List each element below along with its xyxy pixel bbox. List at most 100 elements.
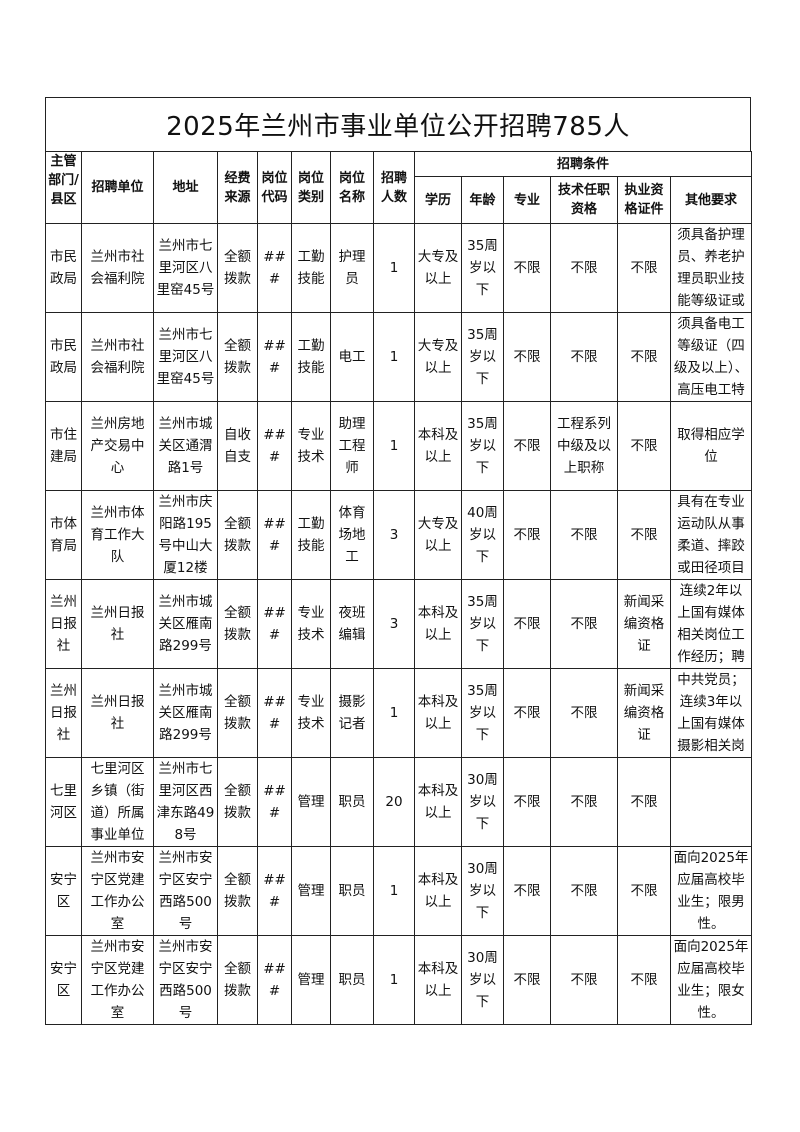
count-value: 1 bbox=[389, 260, 399, 276]
table-row: 安宁区 兰州市安宁区党建工作办公室 兰州市安宁区安宁西路500号 全额拨款 ### 管理职… bbox=[45, 935, 753, 1025]
cell-title-qual: 不限 bbox=[550, 935, 618, 1025]
cell-code: ### bbox=[257, 935, 292, 1025]
address-value: 兰州市城关区雁南路299号 bbox=[158, 594, 213, 654]
license-value: 不限 bbox=[630, 349, 658, 365]
cell-other: 面向2025年应届高校毕业生；限女性。 bbox=[669, 935, 753, 1025]
address-value: 兰州市城关区通渭路1号 bbox=[158, 416, 213, 476]
count-value: 3 bbox=[389, 527, 399, 543]
title-qual-value: 不限 bbox=[570, 260, 598, 276]
license-value: 不限 bbox=[630, 794, 658, 810]
table-row: 兰州日报社 兰州日报社 兰州市城关区雁南路299号 全额拨款 ### 专业技术 摄影记者 1 本… bbox=[45, 668, 753, 758]
education-value: 本科及以上 bbox=[417, 961, 459, 999]
major-value: 不限 bbox=[513, 260, 541, 276]
address-value: 兰州市七里河区八里窑45号 bbox=[156, 327, 215, 387]
cell-count: 1 bbox=[373, 846, 415, 936]
major-value: 不限 bbox=[513, 438, 541, 454]
table-row: 市民政局 兰州市社会福利院 兰州市七里河区八里窑45号 全额拨款 ### 工勤技能 护理员 1… bbox=[45, 223, 753, 313]
age-value: 35周岁以下 bbox=[467, 238, 498, 298]
cell-license: 新闻采编资格证 bbox=[617, 579, 671, 669]
cell-unit: 兰州市安宁区党建工作办公室 bbox=[81, 846, 154, 936]
category-value: 专业技术 bbox=[297, 694, 325, 732]
major-value: 不限 bbox=[513, 883, 541, 899]
cell-age: 35周岁以下 bbox=[461, 223, 504, 313]
address-value: 兰州市七里河区八里窑45号 bbox=[156, 238, 215, 298]
funding-value: 全额拨款 bbox=[224, 249, 251, 287]
position-value: 体育场地工 bbox=[338, 505, 366, 565]
category-value: 专业技术 bbox=[297, 605, 325, 643]
cell-funding: 全额拨款 bbox=[217, 312, 258, 402]
education-value: 本科及以上 bbox=[417, 872, 459, 910]
cell-funding: 全额拨款 bbox=[217, 935, 258, 1025]
age-value: 40周岁以下 bbox=[467, 505, 498, 565]
cell-major: 不限 bbox=[503, 490, 551, 580]
major-value: 不限 bbox=[513, 972, 541, 988]
cell-code: ### bbox=[257, 668, 292, 758]
cell-age: 30周岁以下 bbox=[461, 846, 504, 936]
table-row: 兰州日报社 兰州日报社 兰州市城关区雁南路299号 全额拨款 ### 专业技术 夜班编辑 3 本… bbox=[45, 579, 753, 669]
funding-value: 全额拨款 bbox=[224, 783, 251, 821]
cell-other: 须具备护理员、养老护理员职业技能等级证或护理员、养 bbox=[669, 223, 753, 313]
cell-code: ### bbox=[257, 312, 292, 402]
cell-position: 夜班编辑 bbox=[330, 579, 374, 669]
position-value: 职员 bbox=[338, 794, 366, 810]
other-value: 面向2025年应届高校毕业生；限男性。 bbox=[673, 850, 749, 932]
dept-value: 兰州日报社 bbox=[50, 594, 77, 654]
education-value: 大专及以上 bbox=[417, 249, 459, 287]
count-value: 1 bbox=[389, 705, 399, 721]
dept-value: 安宁区 bbox=[50, 872, 77, 910]
other-value: 取得相应学位 bbox=[677, 427, 745, 465]
title-qual-value: 不限 bbox=[570, 794, 598, 810]
position-value: 夜班编辑 bbox=[338, 605, 366, 643]
title-qual-value: 不限 bbox=[570, 883, 598, 899]
header-row-1: 主管部门/县区 招聘单位 地址 经费来源 岗位代码 岗位类别 岗位名称 招聘人数… bbox=[45, 151, 753, 224]
cell-age: 35周岁以下 bbox=[461, 312, 504, 402]
cell-unit: 兰州市安宁区党建工作办公室 bbox=[81, 935, 154, 1025]
header-education: 学历 bbox=[414, 176, 462, 224]
category-value: 专业技术 bbox=[297, 427, 325, 465]
cell-address: 兰州市安宁区安宁西路500号 bbox=[153, 935, 218, 1025]
unit-value: 兰州日报社 bbox=[90, 694, 145, 732]
license-value: 不限 bbox=[630, 438, 658, 454]
cell-dept: 市民政局 bbox=[45, 223, 82, 313]
cell-address: 兰州市城关区雁南路299号 bbox=[153, 668, 218, 758]
cell-education: 本科及以上 bbox=[414, 579, 462, 669]
cell-license: 不限 bbox=[617, 846, 671, 936]
license-value: 不限 bbox=[630, 972, 658, 988]
header-title-qual: 技术任职资格 bbox=[550, 176, 618, 224]
cell-category: 专业技术 bbox=[291, 401, 331, 491]
cell-category: 管理 bbox=[291, 846, 331, 936]
header-funding: 经费来源 bbox=[217, 151, 258, 224]
cell-age: 40周岁以下 bbox=[461, 490, 504, 580]
dept-value: 七里河区 bbox=[50, 783, 77, 821]
cell-position: 体育场地工 bbox=[330, 490, 374, 580]
header-unit: 招聘单位 bbox=[81, 151, 154, 224]
cell-dept: 兰州日报社 bbox=[45, 668, 82, 758]
table-row: 市体育局 兰州市体育工作大队 兰州市庆阳路195号中山大厦12楼 全额拨款 ### 工勤技… bbox=[45, 490, 753, 580]
funding-value: 全额拨款 bbox=[224, 338, 251, 376]
cell-address: 兰州市庆阳路195号中山大厦12楼 bbox=[153, 490, 218, 580]
major-value: 不限 bbox=[513, 794, 541, 810]
unit-value: 兰州市安宁区党建工作办公室 bbox=[90, 850, 145, 932]
table-row: 七里河区 七里河区乡镇（街道）所属事业单位 兰州市七里河区西津东路498号 全额拨款 #… bbox=[45, 757, 753, 847]
cell-age: 35周岁以下 bbox=[461, 579, 504, 669]
cell-title-qual: 不限 bbox=[550, 490, 618, 580]
cell-unit: 兰州市社会福利院 bbox=[81, 312, 154, 402]
cell-license: 新闻采编资格证 bbox=[617, 668, 671, 758]
cell-education: 大专及以上 bbox=[414, 490, 462, 580]
license-value: 不限 bbox=[630, 883, 658, 899]
cell-code: ### bbox=[257, 846, 292, 936]
cell-funding: 全额拨款 bbox=[217, 668, 258, 758]
cell-other: 具有在专业运动队从事柔道、摔跤或田径项目训练经历的 bbox=[669, 490, 753, 580]
cell-category: 专业技术 bbox=[291, 668, 331, 758]
table-row: 安宁区 兰州市安宁区党建工作办公室 兰州市安宁区安宁西路500号 全额拨款 ### 管理职… bbox=[45, 846, 753, 936]
cell-major: 不限 bbox=[503, 846, 551, 936]
cell-position: 摄影记者 bbox=[330, 668, 374, 758]
title-qual-value: 不限 bbox=[570, 616, 598, 632]
cell-age: 30周岁以下 bbox=[461, 757, 504, 847]
header-row-2: 学历 年龄 专业 技术任职资格 执业资格证件 其他要求 bbox=[46, 176, 753, 224]
license-value: 新闻采编资格证 bbox=[623, 594, 665, 654]
cell-education: 本科及以上 bbox=[414, 668, 462, 758]
header-category: 岗位类别 bbox=[291, 151, 331, 224]
age-value: 35周岁以下 bbox=[467, 594, 498, 654]
cell-license: 不限 bbox=[617, 401, 671, 491]
